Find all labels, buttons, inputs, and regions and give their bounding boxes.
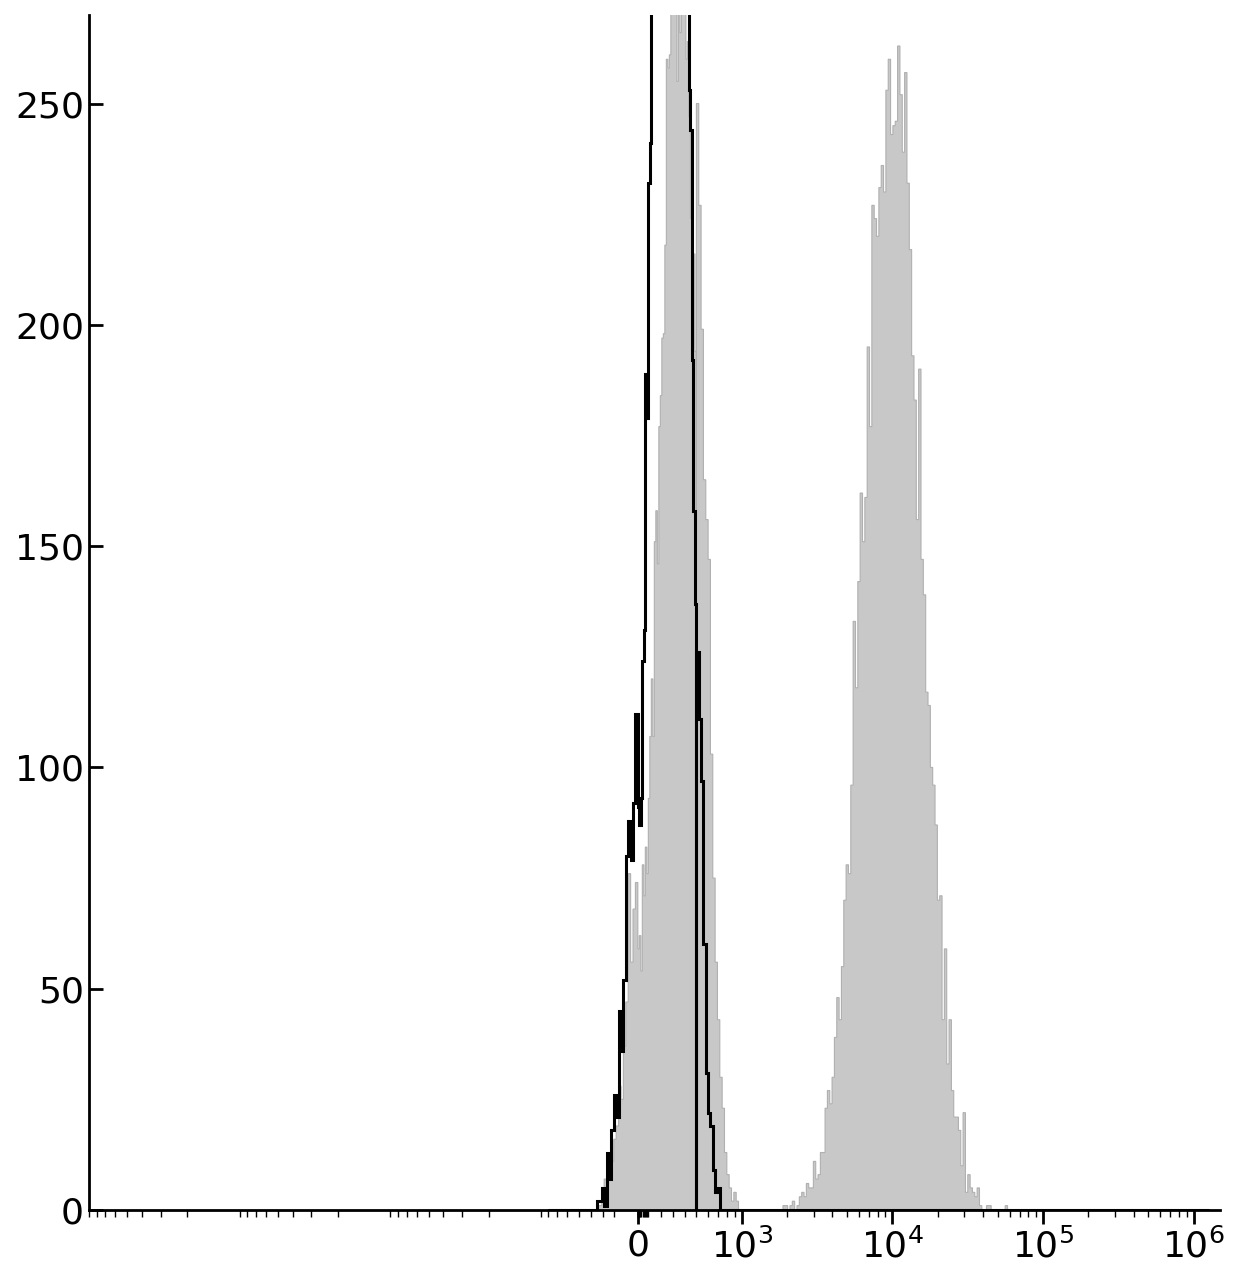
- Polygon shape: [549, 0, 1209, 1210]
